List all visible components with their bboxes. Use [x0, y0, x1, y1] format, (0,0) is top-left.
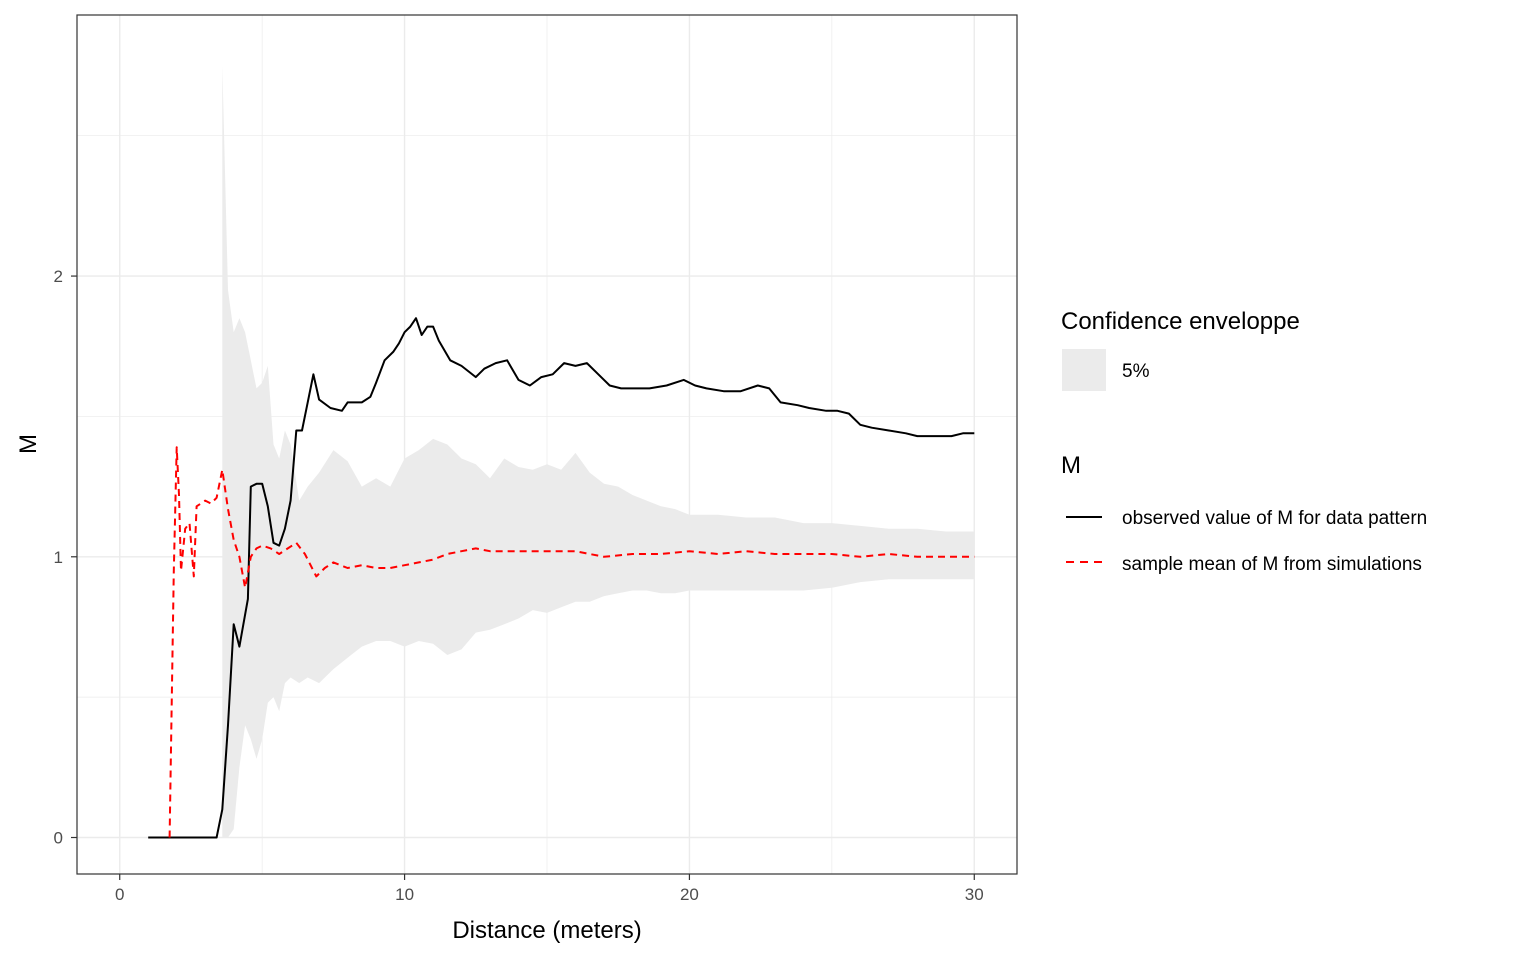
legend-title-envelope: Confidence enveloppe [1061, 308, 1300, 335]
legend-title-m: M [1061, 452, 1081, 479]
legend-label-mean: sample mean of M from simulations [1122, 554, 1422, 575]
x-axis-title: Distance (meters) [452, 917, 641, 944]
y-tick-label: 1 [54, 548, 63, 567]
x-tick-label: 10 [395, 885, 414, 904]
y-tick-label: 0 [54, 829, 63, 848]
legend-label-envelope: 5% [1122, 361, 1150, 382]
legend-label-observed: observed value of M for data pattern [1122, 508, 1427, 529]
observed-line [148, 317, 975, 839]
legend: Confidence enveloppe 5% M observed value… [1061, 308, 1427, 575]
y-axis-title: M [15, 434, 42, 454]
mean-line [168, 446, 975, 838]
x-tick-label: 30 [965, 885, 984, 904]
plot-panel-border [76, 14, 1018, 875]
series-lines [148, 317, 975, 839]
x-tick-label: 20 [680, 885, 699, 904]
x-tick-label: 0 [115, 885, 124, 904]
legend-key-envelope [1062, 349, 1106, 391]
y-tick-label: 2 [54, 267, 63, 286]
axis-ticks: 0 10 20 30 0 1 2 [54, 267, 984, 904]
